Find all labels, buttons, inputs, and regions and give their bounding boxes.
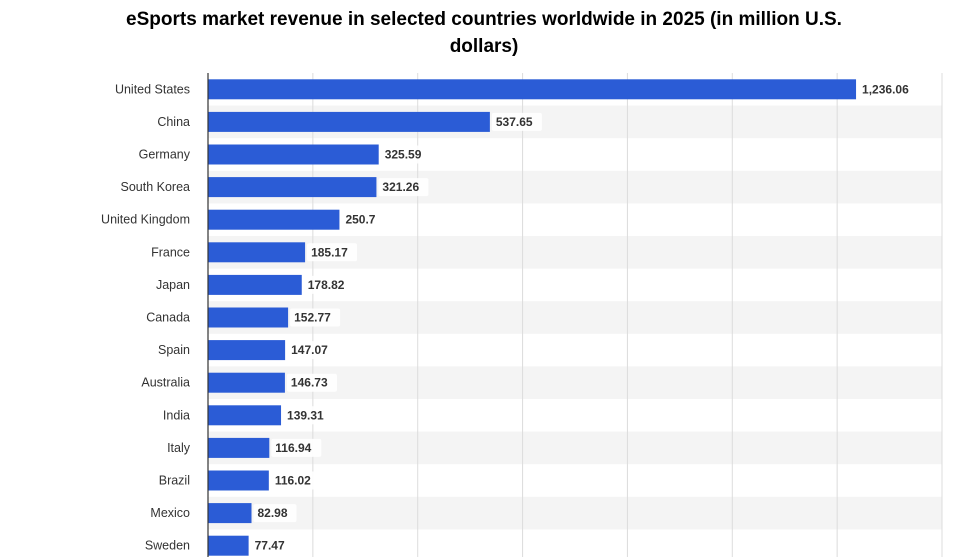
value-label: 82.98 [258,506,288,520]
chart-title-line-2: dollars) [449,36,519,57]
bar [208,535,249,556]
bar [208,209,340,230]
value-label-bg [491,112,542,131]
bar [208,177,377,198]
value-label: 185.17 [311,245,348,259]
bar [208,470,269,491]
value-label-bg [303,275,354,294]
value-label: 1,236.06 [862,82,909,96]
value-label: 139.31 [287,408,324,422]
value-label-bg [271,438,322,457]
category-labels: United States China Germany South Korea Unit… [101,82,191,552]
category-label: Sweden [145,539,190,553]
bar [208,307,289,328]
bar [208,503,252,524]
bar [208,242,306,263]
bar [208,274,302,295]
row-band [208,496,942,530]
value-label-bg [250,536,294,555]
value-label: 116.02 [275,474,311,488]
row-bands [208,105,942,530]
value-label-bg [858,80,923,99]
value-label: 325.59 [385,148,422,162]
value-label: 77.47 [255,539,285,553]
value-label: 152.77 [294,311,331,325]
value-label: 178.82 [308,278,345,292]
value-label: 250.7 [345,213,375,227]
bar [208,79,857,100]
bar [208,144,379,165]
category-label: Italy [167,441,191,455]
bar [208,111,490,132]
value-label-bg [341,210,385,229]
value-label: 321.26 [382,180,419,194]
bar [208,340,286,361]
category-label: United Kingdom [101,213,190,227]
value-labels: 1,236.06 537.65 325.59 321.26 250.7 185.17 178… [250,80,923,555]
value-label: 537.65 [496,115,533,129]
category-label: South Korea [121,180,191,194]
category-label: Canada [146,311,190,325]
value-label: 116.94 [275,441,311,455]
value-label: 147.07 [291,343,328,357]
category-label: Mexico [150,506,190,520]
value-label-bg [283,406,334,425]
bar [208,405,282,426]
value-label-bg [307,243,358,262]
category-label: France [151,245,190,259]
category-label: Australia [141,376,190,390]
value-label-bg [380,145,431,164]
value-label-bg [290,308,341,327]
bar [208,437,270,458]
value-label: 146.73 [291,376,328,390]
category-label: Brazil [159,474,190,488]
bars [208,79,857,556]
row-band [208,431,942,465]
value-label-bg [286,373,337,392]
category-label: China [157,115,190,129]
category-label: Spain [158,343,190,357]
category-label: United States [115,82,190,96]
value-label-bg [253,504,297,523]
category-label: Germany [139,148,191,162]
bar [208,372,285,393]
chart-title-line-1: eSports market revenue in selected count… [126,9,842,30]
value-label-bg [270,471,321,490]
category-label: Japan [156,278,190,292]
value-label-bg [287,341,338,360]
value-label-bg [378,178,429,197]
category-label: India [163,408,190,422]
chart-title: eSports market revenue in selected count… [0,6,968,60]
